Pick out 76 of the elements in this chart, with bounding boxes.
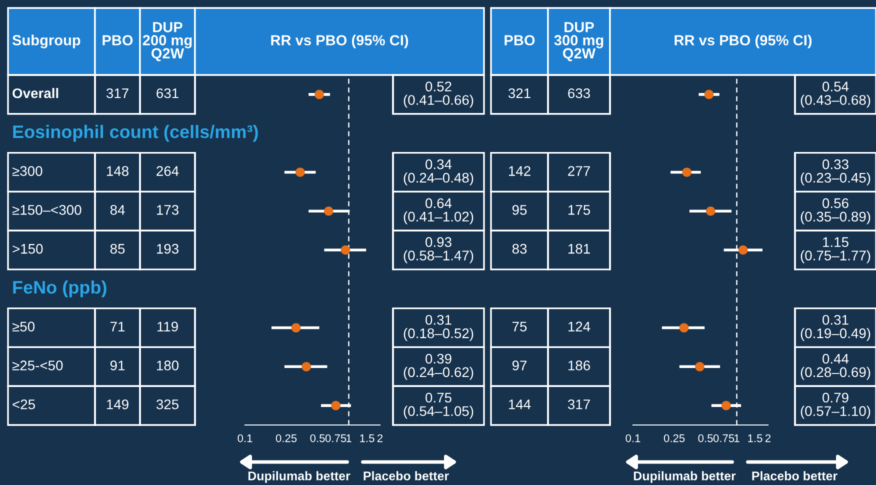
text: PBO	[504, 35, 535, 46]
data-label: 0.52 (0.41–0.66)	[404, 82, 474, 108]
category-label: FeNo (ppb)	[13, 280, 106, 298]
data-label: 317	[106, 88, 128, 98]
data-label: 277	[568, 166, 590, 176]
category-label: <25	[12, 399, 35, 410]
category-label: Overall	[12, 88, 58, 98]
data-label: 321	[508, 88, 530, 98]
x-tick-label: 0.75	[325, 434, 346, 442]
data-label: 264	[156, 166, 179, 176]
x-tick-label: 2	[377, 434, 383, 442]
text: Placebo better	[752, 471, 838, 480]
data-label: 97	[512, 360, 527, 370]
data-label: 91	[110, 360, 125, 370]
x-tick-label: 0.5	[310, 434, 325, 442]
data-label: 0.34 (0.24–0.48)	[404, 159, 474, 186]
data-label: 175	[568, 205, 590, 215]
data-label: 83	[512, 244, 527, 254]
data-label: 186	[568, 360, 590, 370]
x-tick-label: 1	[734, 434, 740, 442]
data-label: 1.15 (0.75–1.77)	[800, 237, 870, 264]
data-label: 148	[106, 166, 128, 176]
data-label: 144	[508, 400, 531, 410]
category-label: ≥150–<300	[12, 205, 82, 215]
category-label: ≥50	[12, 322, 35, 332]
data-label: 119	[157, 322, 178, 332]
data-label: 0.75 (0.54–1.05)	[404, 392, 474, 419]
data-label: 124	[568, 322, 590, 332]
data-label: 85	[110, 244, 125, 254]
chart-title: RR vs PBO (95% CI)	[674, 34, 812, 48]
category-label: ≥25-<50	[12, 360, 63, 370]
x-tick-label: 0.25	[276, 434, 297, 442]
text: Dupilumab better	[634, 471, 736, 483]
data-label: 317	[568, 399, 590, 410]
data-label: 0.79 (0.57–1.10)	[800, 392, 870, 419]
data-label: 181	[568, 244, 590, 254]
data-label: 0.93 (0.58–1.47)	[404, 237, 474, 264]
data-label: 0.64 (0.41–1.02)	[404, 198, 474, 224]
x-tick-label: 1	[346, 434, 352, 442]
data-label: 149	[106, 399, 128, 410]
category-label: ≥300	[12, 166, 42, 176]
text: PBO	[102, 35, 133, 46]
text: Subgroup	[12, 34, 80, 48]
category-label: Eosinophil count (cells/mm³)	[13, 124, 258, 142]
x-tick-label: 1.5	[360, 434, 374, 442]
data-label: 0.56 (0.35–0.89)	[800, 198, 870, 224]
data-label: 95	[512, 205, 527, 215]
x-tick-label: 1.5	[748, 434, 762, 442]
data-label: 0.31 (0.19–0.49)	[800, 314, 870, 341]
data-label: 71	[110, 322, 125, 332]
x-tick-label: 0.5	[698, 434, 713, 442]
data-label: 173	[156, 205, 178, 215]
x-tick-label: 2	[765, 434, 771, 442]
data-label: 193	[156, 244, 178, 254]
data-label: 633	[568, 88, 590, 98]
data-label: 0.31 (0.18–0.52)	[404, 314, 474, 341]
category-label: >150	[12, 244, 43, 254]
data-label: 0.54 (0.43–0.68)	[800, 82, 870, 108]
text: Dupilumab better	[248, 471, 350, 483]
data-label: 180	[156, 360, 179, 370]
x-tick-label: 0.1	[238, 434, 252, 442]
data-label: 84	[110, 205, 125, 215]
x-tick-label: 0.25	[664, 434, 685, 442]
data-label: 0.39 (0.24–0.62)	[404, 354, 474, 380]
text: DUP 200 mg Q2W	[142, 22, 192, 62]
text: Placebo better	[364, 471, 449, 480]
data-label: 325	[156, 399, 179, 410]
data-label: 0.33 (0.23–0.45)	[800, 159, 870, 186]
chart-title: RR vs PBO (95% CI)	[271, 34, 408, 48]
x-tick-label: 0.1	[626, 434, 640, 442]
data-label: 0.44 (0.28–0.69)	[800, 354, 870, 380]
x-tick-label: 0.75	[713, 434, 734, 442]
data-label: 631	[156, 88, 178, 98]
data-label: 75	[512, 322, 527, 332]
text: DUP 300 mg Q2W	[554, 22, 604, 62]
data-label: 142	[508, 166, 530, 176]
